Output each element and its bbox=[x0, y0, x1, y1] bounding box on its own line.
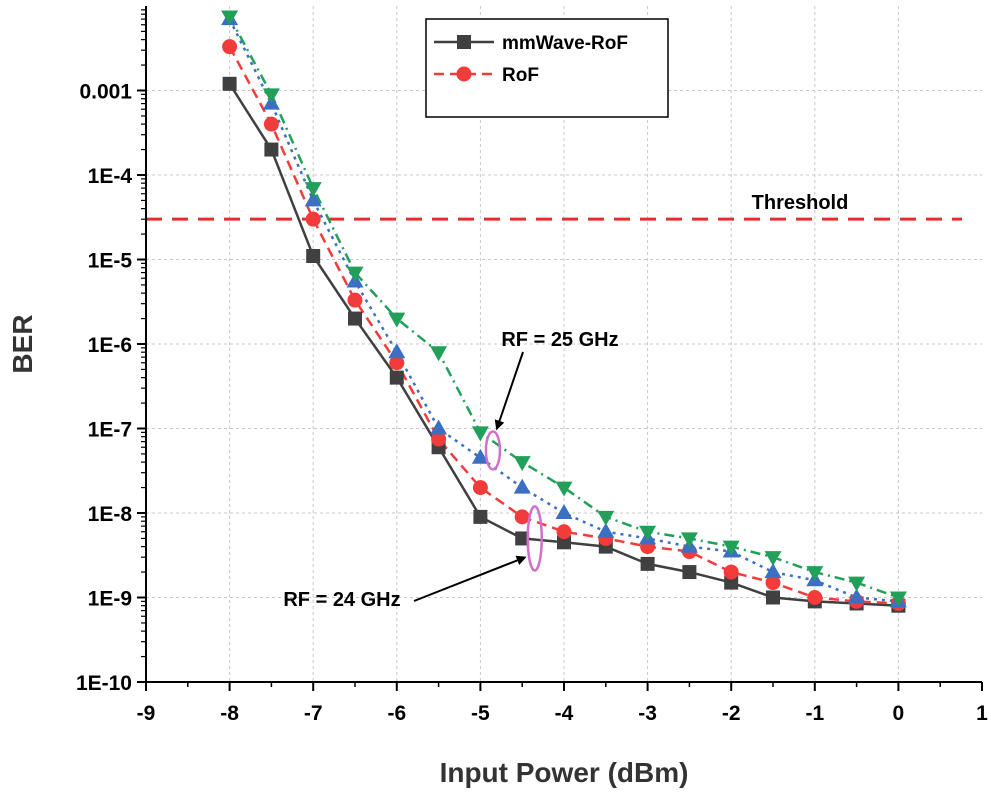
y-tick-label: 0.001 bbox=[79, 81, 132, 104]
data-point-s0 bbox=[640, 556, 655, 571]
axes: -9 -8 -7 -6 -5 -4 -3 -2 -1 0 1 0.001 1E-4 1E-5 1E-6 1E-… bbox=[76, 6, 988, 725]
data-point-s3 bbox=[722, 540, 740, 556]
x-tick-label: -5 bbox=[471, 702, 490, 725]
legend-marker-0 bbox=[457, 35, 471, 49]
data-point-s0 bbox=[306, 249, 321, 264]
data-point-s2 bbox=[304, 191, 322, 207]
data-point-s1 bbox=[472, 480, 488, 496]
x-tick-label: -1 bbox=[805, 702, 824, 725]
threshold-label: Threshold bbox=[752, 192, 849, 214]
data-point-s3 bbox=[430, 346, 448, 362]
data-point-s3 bbox=[680, 532, 698, 548]
data-point-s3 bbox=[304, 182, 322, 198]
annotation-ellipse-25ghz bbox=[484, 430, 502, 471]
x-tick-label: 1 bbox=[976, 702, 988, 725]
y-tick-label: 1E-7 bbox=[88, 419, 132, 442]
data-point-s2 bbox=[513, 478, 531, 494]
data-point-s1 bbox=[514, 509, 530, 525]
data-point-s0 bbox=[515, 531, 530, 546]
y-axis-title: BER bbox=[7, 314, 38, 373]
data-point-s0 bbox=[682, 565, 697, 580]
data-point-s2 bbox=[430, 419, 448, 435]
data-point-s1 bbox=[263, 116, 279, 132]
data-point-s1 bbox=[222, 39, 238, 55]
series-line-1 bbox=[228, 46, 899, 605]
series-line-3 bbox=[228, 16, 899, 599]
data-point-s2 bbox=[764, 563, 782, 579]
x-tick-label: -4 bbox=[555, 702, 574, 725]
annotation-arrow-25ghz bbox=[494, 351, 524, 431]
data-point-s3 bbox=[221, 10, 239, 26]
data-point-s3 bbox=[346, 266, 364, 282]
x-tick-label: 0 bbox=[893, 702, 905, 725]
x-axis-title: Input Power (dBm) bbox=[440, 757, 689, 788]
data-point-s0 bbox=[348, 311, 362, 326]
annotation-label-25ghz: RF = 25 GHz bbox=[501, 329, 618, 351]
threshold-group: Threshold bbox=[146, 192, 962, 221]
x-tick-label: -6 bbox=[387, 702, 406, 725]
data-point-s3 bbox=[806, 566, 824, 582]
x-tick-label: -8 bbox=[220, 702, 239, 725]
data-point-s2 bbox=[848, 588, 866, 604]
data-point-s2 bbox=[597, 522, 615, 538]
data-point-s3 bbox=[639, 525, 657, 541]
data-point-s1 bbox=[765, 575, 781, 591]
legend-marker-1 bbox=[456, 66, 472, 82]
data-point-s3 bbox=[513, 456, 531, 472]
data-point-s0 bbox=[557, 535, 571, 550]
data-point-s0 bbox=[473, 509, 488, 524]
x-tick-label: -7 bbox=[304, 702, 323, 725]
data-point-s3 bbox=[848, 576, 866, 592]
data-point-s2 bbox=[471, 448, 489, 464]
y-tick-label: 1E-9 bbox=[88, 588, 132, 611]
y-tick-label: 1E-10 bbox=[76, 672, 132, 695]
data-point-s0 bbox=[724, 575, 739, 590]
data-point-s3 bbox=[471, 426, 489, 442]
x-tick-label: -3 bbox=[638, 702, 657, 725]
data-point-s3 bbox=[555, 481, 573, 497]
legend-label-1: RoF bbox=[502, 65, 539, 86]
data-point-s0 bbox=[222, 76, 237, 91]
annotation-arrow-24ghz bbox=[413, 555, 527, 602]
data-point-s3 bbox=[388, 312, 406, 328]
y-tick-label: 1E-6 bbox=[88, 334, 132, 357]
annotation-ellipse-24ghz bbox=[526, 505, 543, 572]
x-tick-label: -9 bbox=[137, 702, 156, 725]
data-point-s1 bbox=[347, 292, 363, 308]
data-point-s3 bbox=[889, 591, 907, 607]
x-tick-label: -2 bbox=[722, 702, 741, 725]
annotation-label-24ghz: RF = 24 GHz bbox=[283, 589, 400, 611]
annotations: RF = 25 GHz RF = 24 GHz bbox=[283, 329, 618, 611]
data-point-s3 bbox=[764, 551, 782, 567]
data-point-s2 bbox=[388, 343, 406, 359]
y-tick-label: 1E-5 bbox=[88, 250, 133, 273]
data-point-s3 bbox=[262, 88, 280, 104]
data-point-s1 bbox=[305, 211, 321, 227]
y-tick-label: 1E-8 bbox=[88, 503, 133, 526]
series-group bbox=[221, 10, 907, 613]
data-point-s2 bbox=[555, 504, 573, 519]
y-tick-label: 1E-4 bbox=[88, 165, 133, 188]
data-point-s0 bbox=[389, 370, 404, 385]
data-point-s0 bbox=[264, 142, 279, 157]
data-point-s1 bbox=[389, 355, 405, 371]
data-point-s1 bbox=[431, 431, 447, 447]
data-point-s0 bbox=[766, 590, 780, 605]
data-point-s1 bbox=[556, 524, 572, 540]
legend: mmWave-RoF RoF bbox=[425, 18, 669, 118]
data-point-s3 bbox=[597, 510, 615, 526]
legend-label-0: mmWave-RoF bbox=[502, 33, 628, 54]
data-point-s1 bbox=[807, 590, 823, 605]
data-point-s1 bbox=[723, 564, 739, 580]
